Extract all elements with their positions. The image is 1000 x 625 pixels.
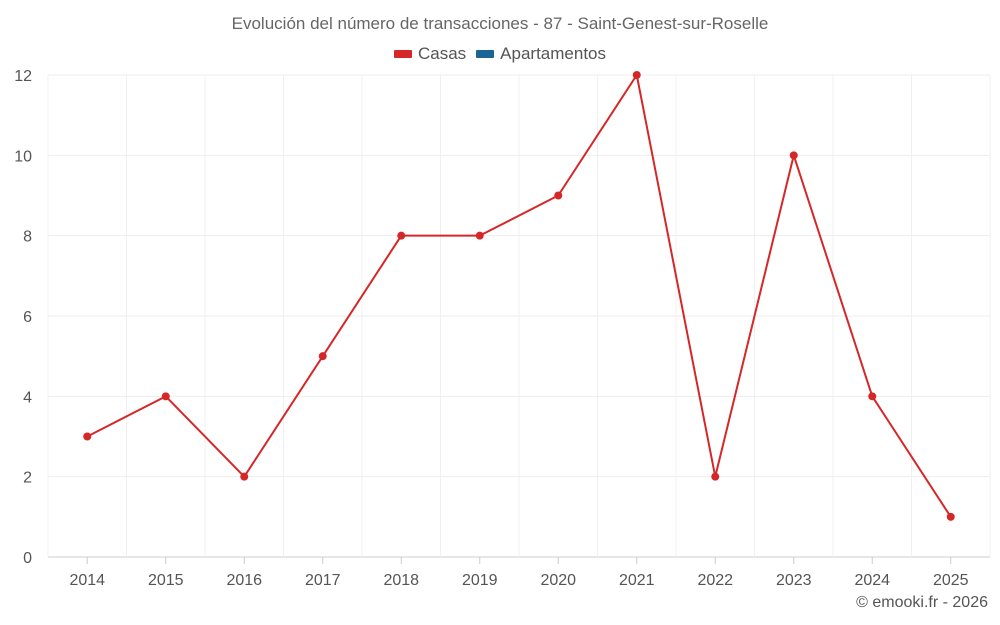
x-tick-label: 2024 xyxy=(854,572,890,589)
legend-label-casas: Casas xyxy=(417,44,467,63)
x-tick-label: 2023 xyxy=(776,572,812,589)
data-point xyxy=(711,472,720,481)
x-tick-label: 2019 xyxy=(462,572,498,589)
x-tick-label: 2022 xyxy=(697,572,733,589)
data-point xyxy=(161,392,170,401)
legend-swatch-apartamentos xyxy=(476,50,495,58)
data-point xyxy=(475,231,484,240)
x-tick-label: 2016 xyxy=(226,572,262,589)
data-point xyxy=(83,432,92,441)
data-point xyxy=(946,512,955,521)
data-point xyxy=(318,352,327,361)
data-point xyxy=(397,231,406,240)
data-point xyxy=(632,71,641,79)
x-tick-label: 2020 xyxy=(540,572,576,589)
x-tick-label: 2021 xyxy=(619,572,655,589)
x-tick-label: 2025 xyxy=(933,572,969,589)
y-tick-label: 0 xyxy=(23,550,32,567)
y-tick-label: 8 xyxy=(23,229,32,246)
x-tick-label: 2017 xyxy=(305,572,341,589)
legend-item-casas[interactable]: Casas xyxy=(393,44,467,64)
y-tick-label: 6 xyxy=(23,309,32,326)
y-tick-label: 12 xyxy=(14,68,32,85)
y-tick-label: 2 xyxy=(23,470,32,487)
legend-label-apartamentos: Apartamentos xyxy=(500,44,607,63)
y-tick-label: 4 xyxy=(23,389,32,406)
x-tick-label: 2015 xyxy=(148,572,184,589)
series-line-casas xyxy=(86,74,952,518)
data-point xyxy=(789,151,798,160)
data-point xyxy=(240,472,249,481)
chart-title: Evolución del número de transacciones - … xyxy=(231,14,769,33)
y-tick-label: 10 xyxy=(14,148,32,165)
legend-swatch-casas xyxy=(393,50,412,58)
data-point xyxy=(554,191,563,200)
legend-item-apartamentos[interactable]: Apartamentos xyxy=(476,44,606,64)
x-tick-label: 2018 xyxy=(383,572,419,589)
legend: Casas Apartamentos xyxy=(0,44,1000,64)
x-tick-label: 2014 xyxy=(69,572,105,589)
credit-text: © emooki.fr - 2026 xyxy=(856,594,988,611)
data-point xyxy=(868,392,877,401)
